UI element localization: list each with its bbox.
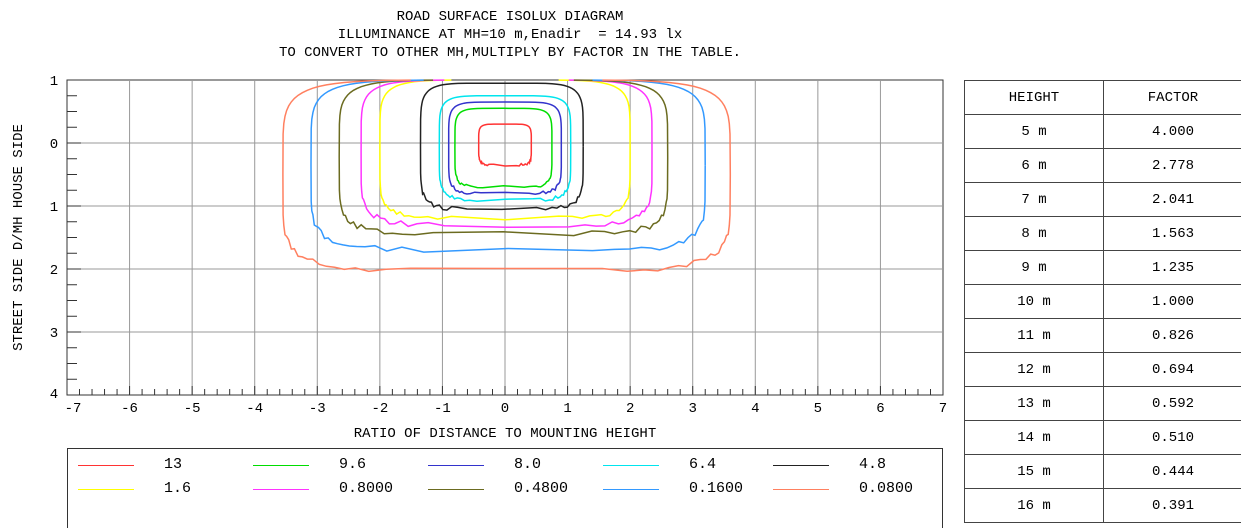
legend-label: 8.0	[514, 456, 541, 473]
y-tick-label: 2	[50, 263, 58, 279]
legend-row: 13 9.6 8.0 6.4 4.8	[68, 455, 944, 475]
x-tick-label: 2	[626, 401, 634, 417]
table-cell-height: 14 m	[965, 421, 1104, 455]
table-cell-factor: 0.826	[1104, 319, 1241, 353]
x-tick-label: 3	[689, 401, 697, 417]
legend-label: 6.4	[689, 456, 716, 473]
legend-label: 0.0800	[859, 480, 913, 497]
table-cell-factor: 0.592	[1104, 387, 1241, 421]
table-cell-height: 5 m	[965, 115, 1104, 149]
x-tick-label: -2	[371, 401, 388, 417]
x-tick-label: 0	[501, 401, 509, 417]
x-tick-label: 6	[876, 401, 884, 417]
table-cell-factor: 1.000	[1104, 285, 1241, 319]
x-axis-label: RATIO OF DISTANCE TO MOUNTING HEIGHT	[354, 426, 656, 442]
table-header-height: HEIGHT	[965, 81, 1104, 115]
table-cell-factor: 0.510	[1104, 421, 1241, 455]
x-tick-label: -6	[121, 401, 138, 417]
legend-swatch	[253, 489, 309, 490]
table-header-row: HEIGHT FACTOR	[965, 81, 1241, 115]
table-cell-height: 8 m	[965, 217, 1104, 251]
table-cell-factor: 4.000	[1104, 115, 1241, 149]
table-cell-height: 6 m	[965, 149, 1104, 183]
x-tick-label: -1	[434, 401, 451, 417]
table-cell-height: 10 m	[965, 285, 1104, 319]
x-tick-label: 5	[814, 401, 822, 417]
legend-swatch	[78, 489, 134, 490]
table-cell-height: 9 m	[965, 251, 1104, 285]
legend-label: 13	[164, 456, 182, 473]
table-cell-factor: 0.694	[1104, 353, 1241, 387]
table-cell-height: 12 m	[965, 353, 1104, 387]
legend-swatch	[603, 465, 659, 466]
legend-label: 0.4800	[514, 480, 568, 497]
legend-swatch	[428, 465, 484, 466]
legend-swatch	[773, 465, 829, 466]
legend-label: 0.8000	[339, 480, 393, 497]
table-cell-height: 15 m	[965, 455, 1104, 489]
legend-label: 0.1600	[689, 480, 743, 497]
isolux-chart: -7 -6 -5 -4 -3 -2 -1 0 1 2 3 4 5 6 7 1 0 1 2 3 4 RATIO OF DIS…	[0, 0, 960, 523]
legend-swatch	[78, 465, 134, 466]
legend-row: 1.6 0.8000 0.4800 0.1600 0.0800	[68, 479, 944, 499]
table-cell-factor: 1.235	[1104, 251, 1241, 285]
x-tick-label: -5	[184, 401, 201, 417]
table-cell-height: 13 m	[965, 387, 1104, 421]
y-tick-label: 3	[50, 326, 58, 342]
table-cell-factor: 0.444	[1104, 455, 1241, 489]
y-tick-label: 4	[50, 387, 58, 403]
table-cell-height: 7 m	[965, 183, 1104, 217]
table-cell-factor: 2.778	[1104, 149, 1241, 183]
table-cell-factor: 1.563	[1104, 217, 1241, 251]
x-tick-label: 7	[939, 401, 947, 417]
x-tick-label: -3	[309, 401, 326, 417]
table-cell-factor: 2.041	[1104, 183, 1241, 217]
legend-label: 9.6	[339, 456, 366, 473]
table-cell-factor: 0.391	[1104, 489, 1241, 523]
x-tick-label: 4	[751, 401, 759, 417]
legend-label: 1.6	[164, 480, 191, 497]
legend: 13 9.6 8.0 6.4 4.8 1.6 0.8000 0.4800 0.1600 0.08…	[67, 448, 943, 528]
y-tick-label: 0	[50, 137, 58, 153]
table-cell-height: 11 m	[965, 319, 1104, 353]
legend-swatch	[253, 465, 309, 466]
y-tick-label: 1	[50, 74, 58, 90]
y-tick-label: 1	[50, 200, 58, 216]
y-axis-label: STREET SIDE D/MH HOUSE SIDE	[11, 124, 27, 351]
x-tick-label: -7	[65, 401, 82, 417]
legend-swatch	[773, 489, 829, 490]
table-cell-height: 16 m	[965, 489, 1104, 523]
legend-label: 4.8	[859, 456, 886, 473]
x-tick-label: 1	[563, 401, 571, 417]
table-header-factor: FACTOR	[1104, 81, 1241, 115]
legend-swatch	[428, 489, 484, 490]
legend-swatch	[603, 489, 659, 490]
x-tick-label: -4	[246, 401, 263, 417]
